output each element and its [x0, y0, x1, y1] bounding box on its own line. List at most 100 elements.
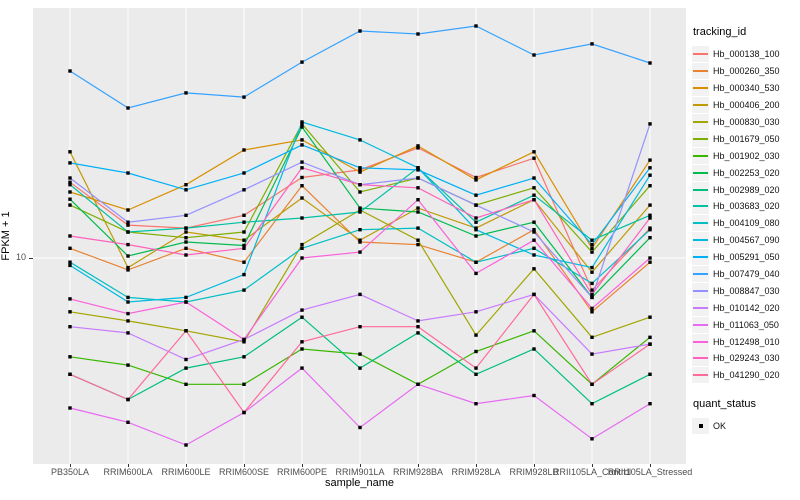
data-point — [126, 420, 130, 424]
legend-key — [692, 63, 709, 80]
x-tick-mark — [534, 464, 535, 467]
data-point — [68, 260, 72, 264]
data-point — [416, 176, 420, 180]
data-point — [126, 319, 130, 323]
legend-entry: Hb_000830_030 — [692, 114, 798, 131]
legend-entry: Hb_008847_030 — [692, 282, 798, 299]
data-point — [68, 406, 72, 410]
legend-entry-label: Hb_011063_050 — [713, 319, 779, 330]
data-point — [300, 120, 304, 124]
legend-key-line-icon — [693, 87, 708, 90]
legend-entry-label: Hb_010142_020 — [713, 302, 780, 313]
data-point — [242, 410, 246, 415]
legend-key — [692, 97, 709, 114]
data-point — [126, 242, 130, 247]
x-tick-mark — [244, 464, 245, 467]
legend-key — [692, 114, 709, 130]
data-point — [358, 190, 362, 194]
data-point — [242, 213, 246, 217]
data-point — [184, 188, 188, 192]
data-point — [242, 148, 246, 152]
data-point — [300, 340, 304, 344]
x-tick-label: RRIM928LA — [451, 467, 501, 477]
legend-entry: Hb_041290_020 — [692, 367, 798, 384]
legend-key — [692, 181, 709, 198]
legend-entry-label: Hb_003683_020 — [713, 201, 780, 212]
data-point — [474, 216, 478, 220]
legend-key-line-icon — [693, 137, 708, 140]
data-point — [242, 243, 246, 248]
data-point — [532, 228, 536, 232]
data-point — [300, 242, 304, 247]
data-point — [242, 220, 246, 224]
data-point — [532, 238, 536, 242]
legend-entry-label: Hb_001902_030 — [713, 150, 780, 161]
x-tick-mark — [476, 464, 477, 467]
quant-status-legend-title: quant_status — [693, 397, 756, 410]
legend-entry-label: Hb_000260_350 — [713, 66, 780, 77]
legend-entry: Hb_002253_020 — [692, 164, 798, 181]
data-point — [126, 265, 130, 270]
data-point — [242, 260, 246, 264]
legend-entry-label: Hb_002253_020 — [713, 167, 780, 178]
data-point — [416, 319, 420, 323]
data-point — [300, 196, 304, 200]
x-tick-label: RRIM928LB — [509, 467, 559, 477]
legend-entry-label: Hb_000340_530 — [713, 83, 780, 94]
legend-key — [692, 266, 709, 283]
legend-entry-label: Hb_002989_020 — [713, 184, 780, 195]
data-point — [68, 234, 72, 238]
data-point — [68, 176, 72, 180]
data-point — [68, 372, 72, 376]
data-point — [300, 160, 304, 164]
data-point — [416, 166, 420, 170]
data-point — [474, 175, 478, 180]
legend-key — [692, 215, 709, 232]
legend-entry-label: Hb_041290_020 — [713, 370, 780, 381]
legend-key — [692, 249, 709, 266]
data-point — [300, 125, 304, 129]
data-point — [184, 443, 188, 447]
data-point — [532, 186, 536, 190]
data-point — [648, 203, 652, 207]
data-point — [532, 156, 536, 160]
data-point — [416, 146, 420, 150]
data-point — [416, 331, 420, 335]
data-point — [242, 272, 246, 277]
legend-key — [692, 367, 709, 384]
legend-entry: Hb_004567_090 — [692, 232, 798, 249]
x-tick-label: RRIM600LE — [161, 467, 211, 477]
legend-key-line-icon — [693, 273, 708, 276]
data-point — [300, 60, 304, 64]
legend-entry: Hb_010142_020 — [692, 299, 798, 316]
plot-canvas — [33, 8, 686, 464]
data-point — [300, 347, 304, 351]
legend-entry-label: OK — [713, 421, 727, 432]
data-point — [532, 292, 536, 297]
data-point — [242, 246, 246, 250]
data-point — [590, 238, 594, 242]
data-point — [300, 246, 304, 250]
data-point — [358, 228, 362, 232]
data-point — [474, 24, 478, 28]
data-point — [590, 281, 594, 286]
legend-entry: Hb_000340_530 — [692, 80, 798, 97]
x-tick-label: RRII105LA_Stressed — [607, 467, 693, 477]
tracking-id-legend-entries: Hb_000138_100 Hb_000260_350 Hb_000340_530 H… — [692, 46, 798, 384]
data-point — [358, 170, 362, 174]
data-point — [474, 228, 478, 232]
data-point — [184, 246, 188, 250]
data-point — [358, 166, 362, 170]
data-point — [358, 183, 362, 187]
data-point — [474, 220, 478, 224]
data-point — [126, 106, 130, 110]
x-tick-label: RRIM600SE — [218, 467, 270, 477]
data-point — [242, 382, 246, 386]
data-point — [126, 331, 130, 335]
data-point — [590, 265, 594, 270]
legend-key-line-icon — [693, 104, 708, 107]
x-tick-mark — [650, 464, 651, 467]
legend-entry-label: Hb_001679_050 — [713, 133, 780, 144]
legend-entry: Hb_029243_030 — [692, 350, 798, 367]
legend-key — [692, 164, 709, 181]
